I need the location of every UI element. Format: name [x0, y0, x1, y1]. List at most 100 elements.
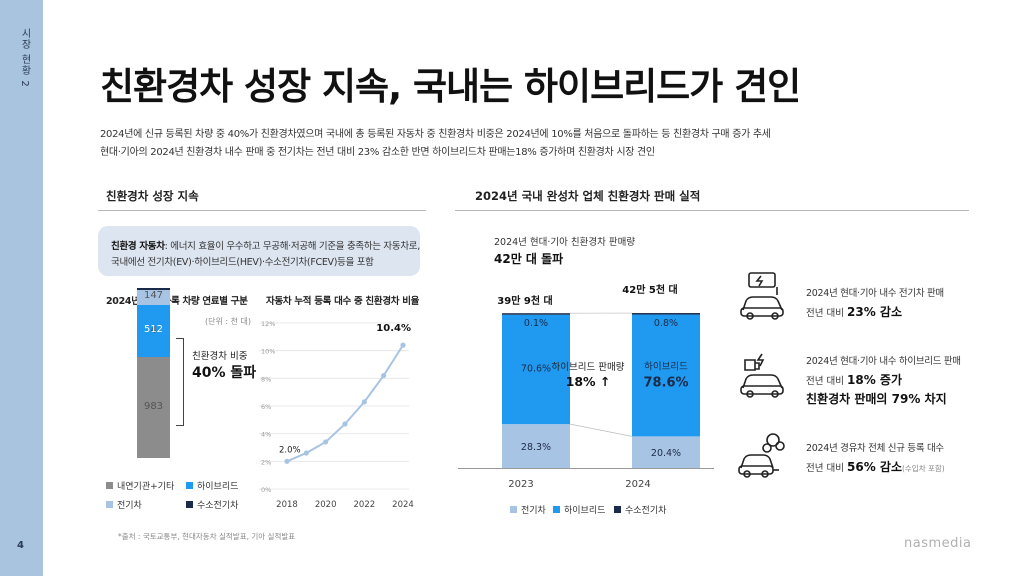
legend-ice: 내연기관+기타 — [106, 479, 174, 492]
legend-label-ice: 내연기관+기타 — [117, 482, 175, 492]
legend-ev: 전기차 — [106, 498, 142, 511]
x-tick-2024: 2024 — [625, 479, 651, 490]
fact-diesel-prefix: 전년 대비 — [806, 463, 847, 474]
sales-legend-label-ev: 전기차 — [521, 506, 546, 516]
fact-ev-prefix: 전년 대비 — [806, 308, 847, 319]
legend-swatch-hybrid — [186, 482, 193, 489]
y-tick-label: 6% — [261, 403, 271, 411]
bar-ev-2023 — [502, 424, 570, 468]
sales-legend-label-hybrid: 하이브리드 — [564, 506, 606, 516]
fact-hybrid-sales: 2024년 현대·기아 내수 하이브리드 판매 전년 대비 18% 증가 친환경… — [806, 353, 961, 407]
stack-segment-fcev — [137, 288, 170, 290]
eco-ratio-point — [400, 342, 406, 348]
stack-chart-title: 2024년 신규 등록 차량 연료별 구분 — [106, 296, 248, 307]
line-chart-title: 자동차 누적 등록 대수 중 친환경차 비율 — [266, 296, 420, 307]
fact-diesel-line2: 전년 대비 56% 감소(수입차 포함) — [806, 458, 945, 475]
eco-ratio-line-chart: 0% 2% 4% 6% 8% 10% 12% 2018 2020 2022 2024 2.0% 10.4… — [259, 320, 414, 510]
fact-diesel-value: 56% 감소 — [847, 460, 902, 474]
legend-label-ev: 전기차 — [117, 501, 142, 511]
callout-term: 친환경 자동차 — [111, 241, 165, 252]
legend-hybrid: 하이브리드 — [186, 479, 238, 492]
stack-chart-unit: (단위 : 천 대) — [205, 317, 252, 326]
share-value: 40% 돌파 — [192, 365, 257, 381]
y-tick-label: 0% — [261, 486, 271, 494]
share-bracket — [176, 338, 184, 426]
fact-hybrid-value: 18% 증가 — [847, 373, 902, 387]
sales-legend-swatch-hybrid — [553, 506, 560, 513]
stack-label-hybrid: 512 — [143, 324, 164, 335]
right-section-divider — [455, 210, 969, 211]
legend-fcev: 수소전기차 — [186, 498, 238, 511]
sales-legend-fcev: 수소전기차 — [614, 503, 666, 516]
y-tick-label: 2% — [261, 458, 271, 466]
legend-swatch-fcev — [186, 501, 193, 508]
sales-legend-swatch-fcev — [614, 506, 621, 513]
fact-diesel-registrations: 2024년 경유차 전체 신규 등록 대수 전년 대비 56% 감소(수입차 포… — [806, 440, 945, 475]
x-tick-label: 2024 — [392, 500, 414, 510]
sidebar: 시장 현황 2 4 — [0, 0, 43, 576]
y-tick-label: 12% — [261, 320, 275, 328]
callout-line-2: 국내에선 전기차(EV)·하이브리드(HEV)·수소전기차(FCEV)등을 포함 — [111, 257, 374, 268]
legend-swatch-ev — [106, 501, 113, 508]
sales-legend-ev: 전기차 — [510, 503, 546, 516]
source-note: *출처 : 국토교통부, 현대자동차 실적발표, 기아 실적발표 — [118, 532, 296, 541]
fact-diesel-line1: 2024년 경유차 전체 신규 등록 대수 — [806, 443, 944, 454]
legend-swatch-ice — [106, 482, 113, 489]
fact-diesel-note: (수입차 포함) — [901, 464, 945, 473]
eco-ratio-line — [286, 344, 404, 463]
stack-label-fcev: 4 — [150, 325, 157, 336]
label-hybrid-2023: 70.6% — [521, 363, 551, 374]
definition-callout: 친환경 자동차: 에너지 효율이 우수하고 무공해·저공해 기준을 충족하는 자… — [98, 226, 420, 276]
label-hybrid-2024: 78.6% — [643, 375, 688, 390]
fact-ev-line2: 전년 대비 23% 감소 — [806, 303, 944, 320]
fact-hybrid-line2: 전년 대비 18% 증가 — [806, 371, 961, 388]
ev-charging-car-icon — [737, 270, 789, 320]
left-section-title: 친환경차 성장 지속 — [106, 189, 199, 203]
bar-total-2024: 42만 5천 대 — [622, 285, 678, 296]
x-tick-label: 2018 — [276, 500, 298, 510]
legend-label-fcev: 수소전기차 — [197, 501, 239, 511]
bar-fcev-2024 — [632, 313, 700, 315]
fact-ev-line1: 2024년 현대·기아 내수 전기차 판매 — [806, 288, 944, 299]
stack-segment-hybrid — [137, 304, 170, 358]
hybrid-growth-label: 하이브리드 판매량 — [551, 362, 625, 373]
bar-ev-2024 — [632, 436, 700, 468]
diesel-car-exhaust-icon — [737, 428, 789, 478]
eco-ratio-point — [303, 450, 309, 456]
callout-line-1-rest: : 에너지 효율이 우수하고 무공해·저공해 기준을 충족하는 자동차로, — [164, 241, 421, 252]
eco-ratio-point — [342, 421, 348, 427]
sales-legend-label-fcev: 수소전기차 — [625, 506, 667, 516]
stack-label-ice: 983 — [143, 400, 164, 412]
y-tick-label: 4% — [261, 431, 271, 439]
fact-hybrid-line1: 2024년 현대·기아 내수 하이브리드 판매 — [806, 356, 961, 367]
label-hybrid-name-2024: 하이브리드 — [644, 360, 688, 372]
label-ev-2023: 28.3% — [521, 442, 551, 453]
fact-ev-value: 23% 감소 — [847, 305, 902, 319]
label-fcev-2024: 0.8% — [654, 318, 678, 329]
fact-hybrid-line3: 친환경차 판매의 79% 차지 — [806, 392, 947, 406]
sales-bar-chart: 28.3% 0.1% 20.4% 0.8% 70.6% 하이브리드 78.6% — [502, 312, 700, 468]
y-tick-label: 10% — [261, 348, 275, 356]
page-number: 4 — [17, 540, 24, 551]
y-tick-label: 8% — [261, 375, 271, 383]
hybrid-car-icon — [737, 348, 789, 398]
bar-fcev-2023 — [502, 313, 570, 315]
fact-ev-sales: 2024년 현대·기아 내수 전기차 판매 전년 대비 23% 감소 — [806, 285, 944, 320]
sales-baseline — [458, 468, 714, 469]
bar-hybrid-2024 — [632, 314, 700, 437]
connector-bottom — [569, 423, 633, 437]
eco-ratio-point — [361, 399, 367, 405]
x-tick-label: 2022 — [354, 500, 376, 510]
stack-label-ev: 147 — [143, 290, 164, 302]
sales-legend-hybrid: 하이브리드 — [553, 503, 605, 516]
eco-ratio-point — [381, 372, 387, 379]
first-value-label: 2.0% — [279, 445, 301, 455]
sales-headline: 42만 대 돌파 — [494, 252, 564, 266]
hybrid-growth-value: 18% ↑ — [565, 374, 611, 389]
label-ev-2024: 20.4% — [651, 448, 681, 459]
callout-line-1: 친환경 자동차: 에너지 효율이 우수하고 무공해·저공해 기준을 충족하는 자… — [111, 238, 420, 252]
left-section-divider — [98, 210, 426, 211]
stack-segment-ice — [137, 357, 170, 458]
fact-hybrid-prefix: 전년 대비 — [806, 376, 847, 387]
description-line-2: 현대·기아의 2024년 친환경차 내수 판매 중 전기차는 전년 대비 23%… — [100, 147, 655, 158]
